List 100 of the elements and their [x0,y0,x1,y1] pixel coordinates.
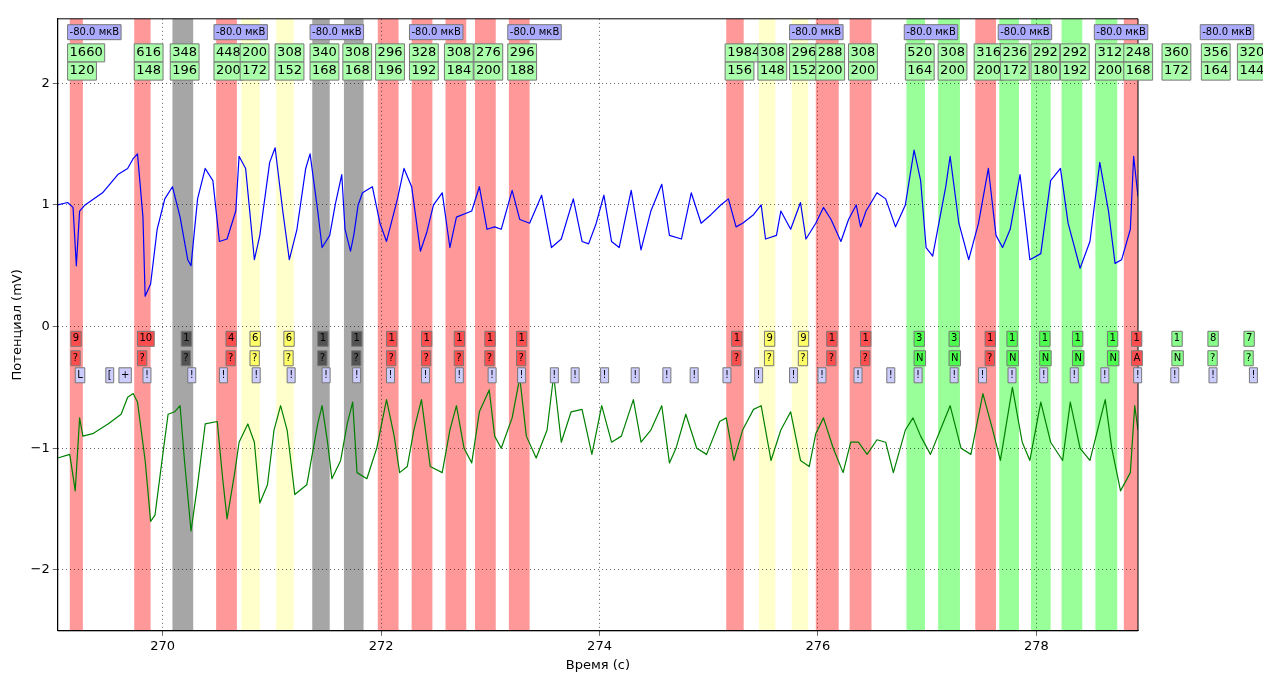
annotation: 192 [1062,62,1088,78]
annotation: 148 [759,62,785,78]
annotation: ? [733,351,739,363]
annotation: ! [602,368,607,380]
annotation: ! [791,368,796,380]
annotation: -80.0 мкВ [215,25,266,37]
annotation: ! [490,368,495,380]
text: 7 [1245,332,1253,344]
annotation: 1 [183,332,190,344]
annotation: ! [916,368,921,380]
annotation: -80.0 мкВ [312,25,362,37]
annotation: ! [457,368,462,380]
x-tick-label: 272 [368,637,394,653]
annotation: 288 [817,44,843,60]
annotation: 200 [940,62,965,78]
annotation: 3 [916,332,923,344]
annotation: 10 [139,332,153,344]
y-axis-title: Потенциал (mV) [9,269,25,381]
annotation: 520 [907,44,933,60]
annotation: 120 [69,62,95,78]
annotation: ? [486,351,493,363]
text: 144 [1239,62,1265,78]
annotation: 616 [136,44,162,60]
annotation: -80.0 мкВ [906,25,956,37]
annotation: ? [766,351,772,363]
text: ! [1211,368,1216,380]
annotation: 348 [172,44,198,60]
x-tick-label: 274 [587,637,612,653]
annotation: 1 [353,332,360,344]
annotation: 172 [242,62,267,78]
annotation: ! [692,368,697,380]
annotation: ? [72,351,79,363]
text: ? [1245,351,1252,363]
annotation: 1 [319,332,327,344]
annotation: 292 [1032,44,1058,60]
annotation: ! [819,368,824,380]
annotation: 276 [475,44,501,60]
annotation: ! [1135,368,1140,380]
annotation: ! [1072,368,1077,380]
text: ! [1251,368,1256,380]
annotation: ! [633,368,638,380]
text: 360 [1164,44,1189,60]
annotation: 292 [1062,44,1088,60]
annotation: ! [519,368,524,380]
x-tick-label: 270 [150,637,176,653]
annotation: -80.0 мкВ [69,25,120,37]
annotation: N [951,351,959,363]
annotation: 6 [252,332,259,344]
annotation: ! [289,368,294,380]
annotation: ! [1102,368,1107,380]
annotation: 6 [285,332,293,344]
annotation: ? [456,351,462,363]
annotation: ? [139,351,145,363]
annotation: A [1133,351,1141,363]
annotation: 296 [791,44,817,60]
text: ? [1209,351,1216,363]
text: ! [1172,368,1177,380]
y-tick-label: 2 [41,74,50,90]
text: N [1173,351,1182,363]
annotation: ! [324,368,329,380]
annotation: 1 [1109,332,1116,344]
annotation: 196 [377,62,403,78]
annotation: 1 [828,332,836,344]
annotation: ? [183,351,189,363]
annotation: [ [107,368,112,380]
annotation: 152 [791,62,817,78]
annotation: 200 [1097,62,1123,78]
y-tick-label: −1 [30,439,50,455]
annotation: ! [388,368,393,380]
annotation: 200 [475,62,501,78]
annotation: 248 [1125,44,1151,60]
annotation: 200 [215,62,241,78]
annotation: -80.0 мкВ [1000,25,1050,37]
annotation: 9 [766,332,773,344]
annotation: ? [353,351,359,363]
annotation: ! [1010,368,1015,380]
annotation: -80.0 мкВ [791,25,842,37]
annotation: ! [756,368,761,380]
annotation: 200 [976,62,1001,78]
annotation: 172 [1002,62,1028,78]
annotation: 1 [456,332,463,344]
annotation: 308 [344,44,370,60]
annotation: 1 [388,332,395,344]
annotation: 180 [1032,62,1058,78]
annotation: N [1074,351,1082,363]
annotation: 448 [215,44,241,60]
annotation: ? [227,351,234,363]
annotation: 1 [486,332,494,344]
text: 1 [1173,332,1181,344]
annotation: + [120,368,130,380]
annotation: 3 [951,332,958,344]
y-tick-label: 0 [41,318,50,333]
annotation: ! [254,368,259,380]
annotation: 340 [312,44,337,60]
text: 164 [1203,62,1229,78]
annotation: ! [888,368,893,380]
annotation: 168 [312,62,337,78]
annotation: ! [423,368,428,380]
annotation: ! [573,368,578,380]
annotation: ? [862,351,868,363]
